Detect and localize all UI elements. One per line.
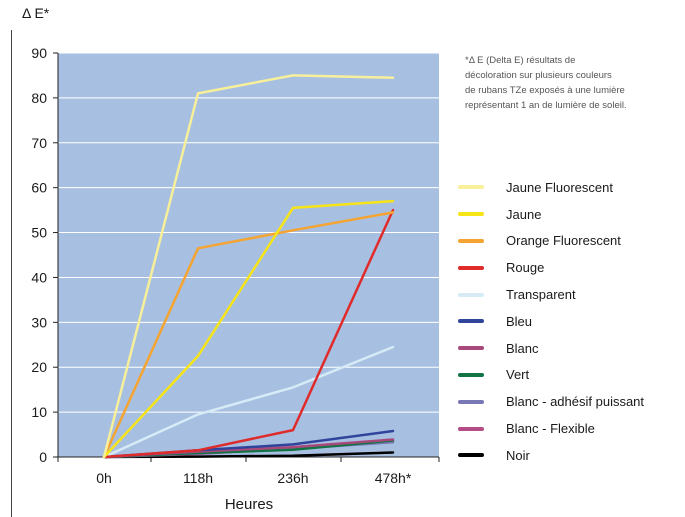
legend-item: Vert: [458, 362, 683, 389]
series-lines: [102, 74, 395, 459]
series-line-noir: [102, 451, 395, 459]
frame-border-line: [11, 30, 12, 517]
footnote-line: décoloration sur plusieurs couleurs: [465, 70, 612, 81]
y-tick-label: 40: [31, 269, 47, 285]
y-tick-label: 0: [39, 449, 47, 465]
y-tick-label: 80: [31, 90, 47, 106]
legend-item: Blanc - adhésif puissant: [458, 388, 683, 415]
gridlines: [58, 52, 439, 413]
series-line-jaune: [102, 199, 395, 459]
legend-swatch: [458, 212, 484, 217]
y-tick-label: 60: [31, 180, 47, 196]
y-tick-label: 20: [31, 359, 47, 375]
x-tick-label: 236h: [277, 470, 308, 486]
series-line-rouge: [102, 208, 395, 459]
legend-label: Jaune: [506, 206, 542, 222]
legend-swatch: [458, 185, 484, 190]
y-tick-label: 10: [31, 404, 47, 420]
legend-label: Blanc: [506, 340, 539, 356]
legend: Jaune Fluorescent Jaune Orange Fluorescent…: [458, 174, 683, 469]
x-tick-label: 118h: [183, 470, 213, 486]
legend-item: Jaune Fluorescent: [458, 174, 683, 201]
legend-label: Transparent: [506, 287, 576, 303]
legend-label: Blanc - adhésif puissant: [506, 394, 645, 410]
series-line-jaune-fluorescent: [102, 74, 395, 459]
legend-item: Blanc: [458, 335, 683, 362]
legend-swatch: [458, 238, 484, 243]
legend-label: Rouge: [506, 260, 545, 276]
legend-item: Rouge: [458, 254, 683, 281]
footnote-line: *Δ E (Delta E) résultats de: [465, 55, 576, 66]
y-axis-title: Δ E*: [22, 5, 50, 21]
legend-label: Blanc - Flexible: [506, 421, 595, 437]
x-tick-label: 0h: [96, 470, 112, 486]
legend-item: Blanc - Flexible: [458, 415, 683, 442]
legend-item: Orange Fluorescent: [458, 228, 683, 255]
x-tick-label: 478h*: [375, 470, 412, 486]
x-axis-title: Heures: [225, 496, 273, 513]
y-tick-label: 90: [31, 45, 47, 61]
legend-swatch: [458, 426, 484, 431]
plot-background: [58, 53, 439, 457]
legend-item: Jaune: [458, 201, 683, 228]
legend-label: Noir: [506, 447, 530, 463]
legend-label: Jaune Fluorescent: [506, 179, 613, 195]
legend-swatch: [458, 453, 484, 458]
legend-label: Orange Fluorescent: [506, 233, 621, 249]
legend-item: Bleu: [458, 308, 683, 335]
series-line-transparent: [102, 345, 395, 459]
legend-swatch: [458, 265, 484, 270]
legend-swatch: [458, 372, 484, 377]
y-tick-label: 70: [31, 135, 47, 151]
legend-item: Transparent: [458, 281, 683, 308]
legend-swatch: [458, 399, 484, 404]
footnote-line: de rubans TZe exposés à une lumière: [465, 85, 625, 96]
legend-label: Bleu: [506, 313, 533, 329]
legend-swatch: [458, 346, 484, 351]
footnote-line: représentant 1 an de lumière de soleil.: [465, 100, 627, 111]
legend-item: Noir: [458, 442, 683, 469]
y-tick-label: 50: [31, 225, 47, 241]
tick-labels: 0 10 20 30 40 50 60 70 80 90 0h 118h 236h 478h*: [31, 45, 411, 486]
legend-swatch: [458, 292, 484, 297]
legend-label: Vert: [506, 367, 530, 383]
footnote: *Δ E (Delta E) résultats de décoloration …: [465, 53, 685, 113]
series-line-orange-fluorescent: [102, 211, 395, 459]
y-tick-label: 30: [31, 314, 47, 330]
legend-swatch: [458, 319, 484, 324]
